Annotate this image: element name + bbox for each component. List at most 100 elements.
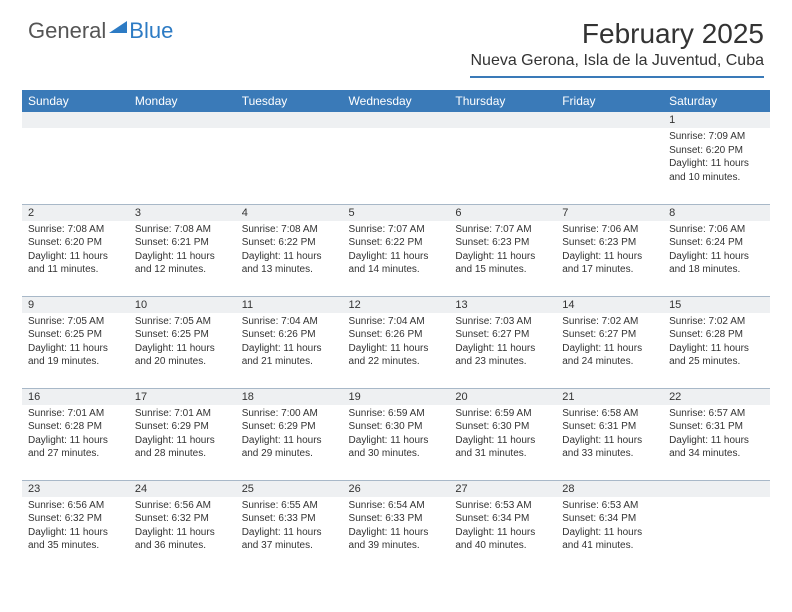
daylight-line: Daylight: 11 hours and 15 minutes. (455, 250, 550, 277)
day-number: 15 (663, 297, 770, 313)
day-details: Sunrise: 7:00 AMSunset: 6:29 PMDaylight:… (236, 405, 343, 465)
day-header: Tuesday (236, 90, 343, 112)
calendar-row: 1Sunrise: 7:09 AMSunset: 6:20 PMDaylight… (22, 112, 770, 204)
sunrise-line: Sunrise: 6:59 AM (349, 407, 444, 421)
day-header: Thursday (449, 90, 556, 112)
calendar-cell: 5Sunrise: 7:07 AMSunset: 6:22 PMDaylight… (343, 204, 450, 296)
day-details: Sunrise: 7:06 AMSunset: 6:24 PMDaylight:… (663, 221, 770, 281)
calendar-cell: 23Sunrise: 6:56 AMSunset: 6:32 PMDayligh… (22, 480, 129, 572)
sunset-line: Sunset: 6:30 PM (455, 420, 550, 434)
day-details: Sunrise: 7:08 AMSunset: 6:22 PMDaylight:… (236, 221, 343, 281)
daylight-line: Daylight: 11 hours and 41 minutes. (562, 526, 657, 553)
calendar-cell: 6Sunrise: 7:07 AMSunset: 6:23 PMDaylight… (449, 204, 556, 296)
day-details: Sunrise: 7:06 AMSunset: 6:23 PMDaylight:… (556, 221, 663, 281)
daylight-line: Daylight: 11 hours and 13 minutes. (242, 250, 337, 277)
sunset-line: Sunset: 6:31 PM (669, 420, 764, 434)
daylight-line: Daylight: 11 hours and 34 minutes. (669, 434, 764, 461)
day-number: 26 (343, 481, 450, 497)
day-number: 23 (22, 481, 129, 497)
daylight-line: Daylight: 11 hours and 23 minutes. (455, 342, 550, 369)
sunset-line: Sunset: 6:25 PM (135, 328, 230, 342)
day-number: 14 (556, 297, 663, 313)
calendar-cell: 10Sunrise: 7:05 AMSunset: 6:25 PMDayligh… (129, 296, 236, 388)
daylight-line: Daylight: 11 hours and 28 minutes. (135, 434, 230, 461)
day-number: 17 (129, 389, 236, 405)
day-number: 3 (129, 205, 236, 221)
day-details: Sunrise: 6:59 AMSunset: 6:30 PMDaylight:… (449, 405, 556, 465)
calendar-cell: 7Sunrise: 7:06 AMSunset: 6:23 PMDaylight… (556, 204, 663, 296)
sunrise-line: Sunrise: 7:01 AM (135, 407, 230, 421)
day-number: 5 (343, 205, 450, 221)
sunrise-line: Sunrise: 6:59 AM (455, 407, 550, 421)
day-number-bar (22, 112, 129, 128)
calendar-cell-empty (236, 112, 343, 204)
day-number-bar (343, 112, 450, 128)
calendar-row: 2Sunrise: 7:08 AMSunset: 6:20 PMDaylight… (22, 204, 770, 296)
sunrise-line: Sunrise: 6:53 AM (455, 499, 550, 513)
day-header: Wednesday (343, 90, 450, 112)
day-details: Sunrise: 6:54 AMSunset: 6:33 PMDaylight:… (343, 497, 450, 557)
sunset-line: Sunset: 6:32 PM (135, 512, 230, 526)
day-details: Sunrise: 6:56 AMSunset: 6:32 PMDaylight:… (22, 497, 129, 557)
day-details: Sunrise: 6:56 AMSunset: 6:32 PMDaylight:… (129, 497, 236, 557)
daylight-line: Daylight: 11 hours and 10 minutes. (669, 157, 764, 184)
day-number: 18 (236, 389, 343, 405)
daylight-line: Daylight: 11 hours and 24 minutes. (562, 342, 657, 369)
sunrise-line: Sunrise: 6:58 AM (562, 407, 657, 421)
calendar-cell-empty (663, 480, 770, 572)
title-block: February 2025 Nueva Gerona, Isla de la J… (470, 18, 764, 78)
sunrise-line: Sunrise: 7:08 AM (28, 223, 123, 237)
calendar-cell: 2Sunrise: 7:08 AMSunset: 6:20 PMDaylight… (22, 204, 129, 296)
calendar-cell: 16Sunrise: 7:01 AMSunset: 6:28 PMDayligh… (22, 388, 129, 480)
day-details: Sunrise: 6:59 AMSunset: 6:30 PMDaylight:… (343, 405, 450, 465)
calendar-cell: 8Sunrise: 7:06 AMSunset: 6:24 PMDaylight… (663, 204, 770, 296)
day-number-bar (663, 481, 770, 497)
calendar-cell-empty (343, 112, 450, 204)
day-number: 21 (556, 389, 663, 405)
daylight-line: Daylight: 11 hours and 36 minutes. (135, 526, 230, 553)
calendar-cell: 22Sunrise: 6:57 AMSunset: 6:31 PMDayligh… (663, 388, 770, 480)
sunset-line: Sunset: 6:23 PM (562, 236, 657, 250)
day-details: Sunrise: 7:04 AMSunset: 6:26 PMDaylight:… (236, 313, 343, 373)
sunrise-line: Sunrise: 7:02 AM (562, 315, 657, 329)
day-details: Sunrise: 7:07 AMSunset: 6:23 PMDaylight:… (449, 221, 556, 281)
calendar-cell: 25Sunrise: 6:55 AMSunset: 6:33 PMDayligh… (236, 480, 343, 572)
daylight-line: Daylight: 11 hours and 21 minutes. (242, 342, 337, 369)
day-number: 9 (22, 297, 129, 313)
daylight-line: Daylight: 11 hours and 29 minutes. (242, 434, 337, 461)
calendar-cell: 11Sunrise: 7:04 AMSunset: 6:26 PMDayligh… (236, 296, 343, 388)
sunrise-line: Sunrise: 7:04 AM (349, 315, 444, 329)
sunrise-line: Sunrise: 7:08 AM (135, 223, 230, 237)
sunrise-line: Sunrise: 7:05 AM (28, 315, 123, 329)
day-number: 12 (343, 297, 450, 313)
calendar-row: 9 Sunrise: 7:05 AM Sunset: 6:25 PM Daylight… (22, 296, 770, 388)
sunset-line: Sunset: 6:22 PM (242, 236, 337, 250)
daylight-line: Daylight: 11 hours and 22 minutes. (349, 342, 444, 369)
logo-triangle-icon (109, 21, 127, 33)
day-number: 4 (236, 205, 343, 221)
day-details: Sunrise: 7:02 AMSunset: 6:28 PMDaylight:… (663, 313, 770, 373)
day-header-row: SundayMondayTuesdayWednesdayThursdayFrid… (22, 90, 770, 112)
sunrise-line: Sunrise: 7:04 AM (242, 315, 337, 329)
day-details: Sunrise: 6:53 AMSunset: 6:34 PMDaylight:… (556, 497, 663, 557)
day-number-bar (129, 112, 236, 128)
day-number: 7 (556, 205, 663, 221)
calendar-cell: 27Sunrise: 6:53 AMSunset: 6:34 PMDayligh… (449, 480, 556, 572)
sunrise-line: Sunrise: 7:01 AM (28, 407, 123, 421)
calendar-cell-empty (129, 112, 236, 204)
calendar-cell: 13Sunrise: 7:03 AMSunset: 6:27 PMDayligh… (449, 296, 556, 388)
calendar-cell: 12Sunrise: 7:04 AMSunset: 6:26 PMDayligh… (343, 296, 450, 388)
day-header: Friday (556, 90, 663, 112)
sunset-line: Sunset: 6:22 PM (349, 236, 444, 250)
calendar-cell-empty (449, 112, 556, 204)
daylight-line: Daylight: 11 hours and 14 minutes. (349, 250, 444, 277)
day-number: 27 (449, 481, 556, 497)
sunset-line: Sunset: 6:31 PM (562, 420, 657, 434)
day-details: Sunrise: 7:09 AMSunset: 6:20 PMDaylight:… (663, 128, 770, 188)
sunrise-line: Sunrise: 6:54 AM (349, 499, 444, 513)
sunset-line: Sunset: 6:29 PM (135, 420, 230, 434)
daylight-line: Daylight: 11 hours and 40 minutes. (455, 526, 550, 553)
daylight-line: Daylight: 11 hours and 39 minutes. (349, 526, 444, 553)
sunrise-line: Sunrise: 6:55 AM (242, 499, 337, 513)
daylight-line: Daylight: 11 hours and 19 minutes. (28, 342, 123, 369)
